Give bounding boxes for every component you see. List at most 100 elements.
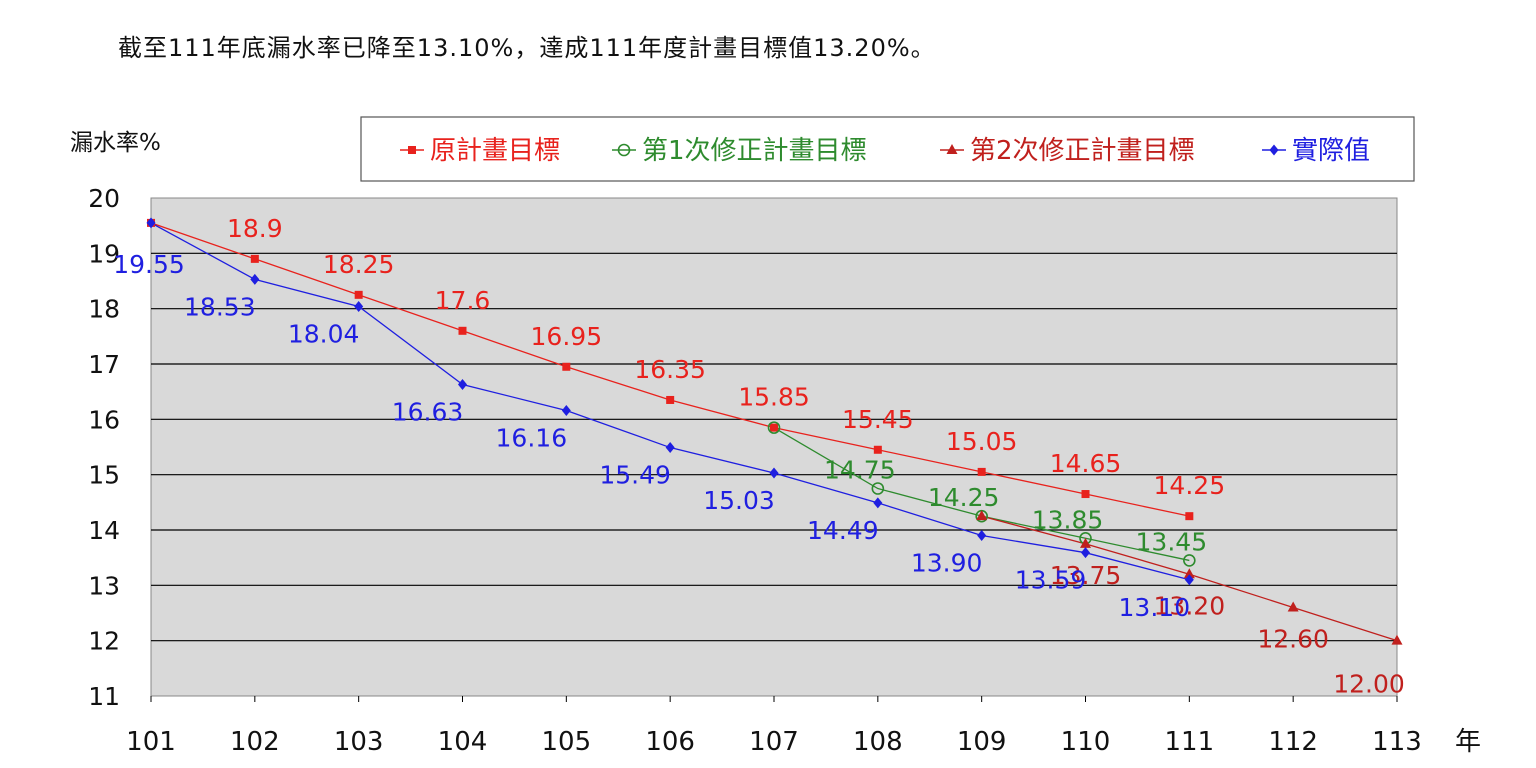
series-0-label-104: 17.6 (435, 286, 491, 315)
legend-label-0: 原計畫目標 (430, 136, 560, 166)
x-axis-ticks: 101 102 103 104 105 106 107 108 109 110 111 112 113 (126, 696, 1422, 757)
series-0-marker-109 (977, 467, 986, 476)
series-3-label-102: 18.53 (184, 292, 256, 321)
series-3-marker-111 (1184, 574, 1194, 586)
series-2-marker-110 (1080, 537, 1091, 548)
x-tick-label-109: 109 (957, 727, 1007, 757)
series-3-marker-109 (977, 530, 987, 542)
series-3-label-109: 13.90 (911, 549, 983, 578)
series-3-marker-103 (354, 300, 364, 312)
legend: 原計畫目標 第1次修正計畫目標 第2次修正計畫目標 實際值 (360, 116, 1415, 182)
x-tick-label-104: 104 (438, 727, 488, 757)
series-2-label-111: 13.20 (1154, 591, 1226, 620)
series-3-label-111: 13.10 (1119, 593, 1191, 622)
series-0-marker-108 (873, 445, 882, 454)
series-3-marker-108 (873, 497, 883, 509)
series-0-label-110: 14.65 (1050, 449, 1122, 478)
series-2-marker-111 (1183, 568, 1195, 579)
series-3-marker-106 (665, 442, 675, 454)
series-2-label-110: 13.75 (1050, 561, 1122, 590)
series-1-label-109: 14.25 (928, 483, 1000, 512)
plot-area (150, 197, 1398, 697)
legend-label-1: 第1次修正計畫目標 (642, 136, 867, 166)
series-2-marker-112 (1287, 601, 1299, 612)
legend-marker-2 (946, 144, 958, 154)
legend-label-2: 第2次修正計畫目標 (970, 136, 1195, 166)
series-3-label-106: 15.49 (599, 461, 671, 490)
legend-box (360, 116, 1415, 182)
series-0-label-109: 15.05 (946, 427, 1018, 456)
x-tick-label-108: 108 (853, 727, 903, 757)
y-tick-label-12: 12 (88, 627, 120, 656)
series-3-marker-104 (458, 378, 467, 390)
x-tick-label-105: 105 (542, 727, 592, 757)
series-2-label-112: 12.60 (1257, 624, 1329, 653)
y-tick-label-17: 17 (88, 350, 120, 379)
series-0-marker-104 (458, 326, 467, 335)
series-1-label-110: 13.85 (1032, 505, 1104, 534)
page-headline: 截至111年底漏水率已降至13.10%，達成111年度計畫目標值13.20%。 (118, 34, 936, 62)
series-3-label-104: 16.63 (392, 397, 464, 426)
series-3-marker-101 (146, 217, 156, 229)
legend-marker-0 (408, 146, 416, 154)
legend-marker-3 (1269, 144, 1279, 156)
series-0-marker-105 (562, 362, 571, 371)
series-0-label-103: 18.25 (323, 250, 395, 279)
y-axis-ticks: 11 12 13 14 15 16 17 18 19 20 (88, 184, 120, 711)
series-2-label-113: 12.00 (1333, 670, 1405, 699)
series-0-label-106: 16.35 (634, 355, 706, 384)
y-tick-label-20: 20 (88, 184, 120, 213)
x-tick-label-101: 101 (126, 727, 176, 757)
series-3-label-105: 16.16 (496, 423, 568, 452)
x-tick-label-106: 106 (645, 727, 695, 757)
x-tick-label-112: 112 (1268, 727, 1318, 757)
series-1-label-108: 14.75 (824, 456, 896, 485)
series-0-marker-102 (250, 254, 259, 263)
series-2-marker-109 (976, 510, 988, 521)
series-3-marker-107 (769, 467, 779, 479)
y-tick-label-18: 18 (88, 295, 120, 324)
series-0-label-102: 18.9 (227, 214, 283, 243)
series-0-marker-103 (354, 290, 363, 299)
series-0-marker-111 (1185, 512, 1194, 521)
series-0-marker-107 (770, 423, 778, 432)
y-tick-label-16: 16 (88, 405, 120, 434)
series-0-label-105: 16.95 (531, 322, 603, 351)
series-3-label-101: 19.55 (113, 250, 185, 279)
legend-marker-1 (617, 143, 631, 157)
series-3-label-108: 14.49 (807, 516, 879, 545)
series-0-label-108: 15.45 (842, 405, 914, 434)
series-0-marker-110 (1081, 490, 1090, 499)
x-tick-label-113: 113 (1372, 727, 1422, 757)
series-3-label-103: 18.04 (288, 319, 360, 348)
y-tick-label-13: 13 (88, 571, 120, 600)
y-tick-label-15: 15 (88, 461, 120, 490)
x-axis-unit-label: 年 (1455, 727, 1481, 757)
series-3-marker-110 (1081, 547, 1090, 559)
x-tick-label-102: 102 (230, 727, 280, 757)
series-1-marker-108 (871, 482, 885, 495)
x-tick-label-107: 107 (749, 727, 799, 757)
data-labels: 18.9 18.25 17.6 16.95 16.35 15.85 15.45 15.05 14… (113, 214, 1405, 699)
series-3-marker-102 (250, 273, 260, 285)
series-2-marker-113 (1391, 634, 1403, 645)
legend-label-3: 實際值 (1292, 136, 1370, 166)
series-3-label-110: 13.59 (1015, 566, 1087, 595)
y-axis-unit-label: 漏水率% (70, 130, 161, 156)
series-1-marker-111 (1183, 554, 1196, 567)
series-0-marker-106 (666, 395, 675, 404)
series-1-marker-107 (767, 421, 781, 434)
series-3-label-107: 15.03 (703, 486, 775, 515)
y-tick-label-11: 11 (88, 682, 120, 711)
x-tick-label-110: 110 (1061, 727, 1111, 757)
x-tick-label-103: 103 (334, 727, 384, 757)
series-1-label-111: 13.45 (1136, 527, 1208, 556)
series-0-label-111: 14.25 (1154, 471, 1226, 500)
y-tick-label-14: 14 (88, 516, 120, 545)
series-markers (146, 217, 1403, 645)
series-0-label-107: 15.85 (738, 383, 810, 412)
series-3-marker-105 (561, 404, 571, 416)
x-tick-label-111: 111 (1165, 727, 1215, 757)
y-tick-label-19: 19 (88, 239, 120, 268)
